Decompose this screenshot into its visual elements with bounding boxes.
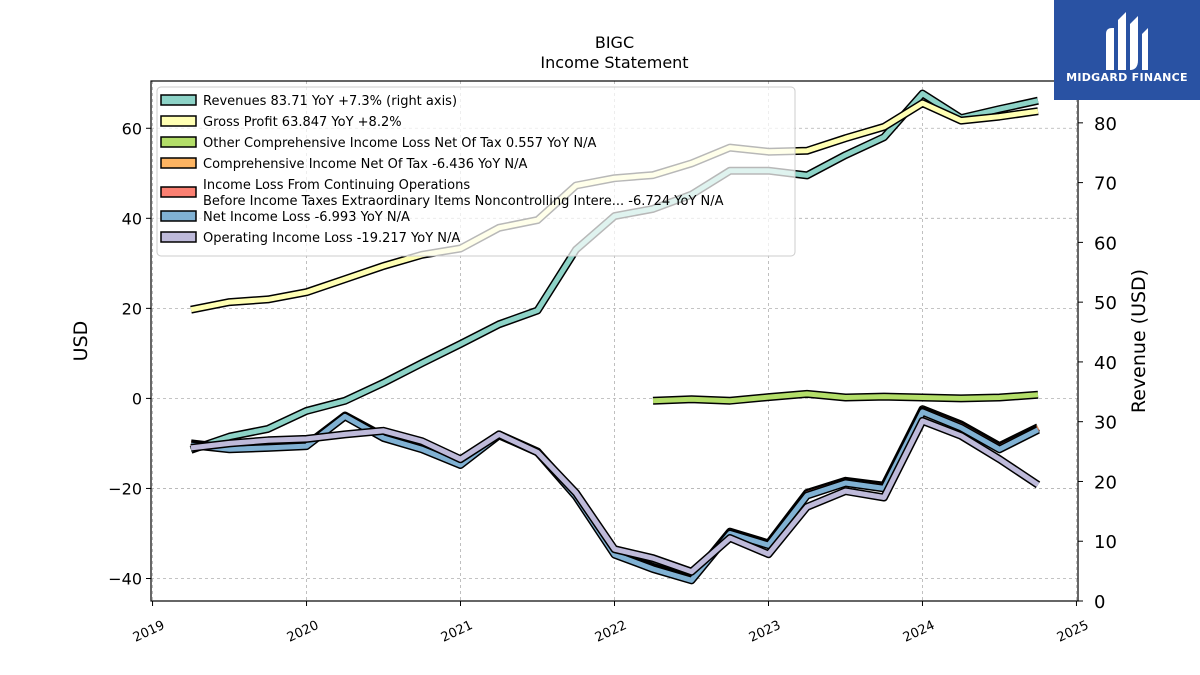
legend-label: Comprehensive Income Net Of Tax -6.436 Y… — [203, 157, 528, 172]
y2-tick-label: 40 — [1094, 353, 1117, 374]
series-2-line — [652, 391, 1039, 404]
y2-tick-label: 70 — [1094, 174, 1117, 195]
legend-label: Revenues 83.71 YoY +7.3% (right axis) — [203, 94, 457, 109]
x-tick-label: 2019 — [131, 618, 167, 646]
legend-label: Net Income Loss -6.993 YoY N/A — [203, 210, 410, 225]
series-5-line — [190, 409, 1040, 583]
x-tick-label: 2021 — [439, 618, 475, 646]
y-tick-label: 0 — [132, 389, 142, 408]
x-tick-label: 2023 — [747, 618, 783, 646]
y-tick-label: 20 — [122, 299, 142, 318]
legend-swatch — [160, 157, 197, 169]
x-tick-label: 2025 — [1055, 618, 1091, 646]
legend-swatch — [160, 94, 197, 106]
legend-box — [156, 86, 796, 257]
y-tick-label: −20 — [108, 479, 142, 498]
y2-tick-label: 30 — [1094, 413, 1117, 434]
y2-tick-label: 20 — [1094, 472, 1117, 493]
logo-background — [1054, 0, 1200, 100]
chart-title: BIGC — [595, 33, 634, 52]
series-6-line — [190, 418, 1040, 575]
x-tick-label: 2022 — [593, 618, 629, 646]
y2-tick-label: 80 — [1094, 114, 1117, 135]
legend-swatch — [160, 186, 197, 198]
y-tick-label: 40 — [122, 209, 142, 228]
y2-tick-label: 0 — [1094, 592, 1105, 613]
y2-tick-label: 10 — [1094, 532, 1117, 553]
chart-subtitle: Income Statement — [540, 53, 688, 72]
midgard-finance-logo: MIDGARD FINANCE — [1054, 0, 1200, 100]
legend-label: Gross Profit 63.847 YoY +8.2% — [203, 115, 402, 130]
legend-swatch — [160, 210, 197, 222]
x-tick-label: 2024 — [901, 618, 937, 646]
legend-label: Income Loss From Continuing Operations Be… — [203, 178, 724, 209]
y2-tick-label: 50 — [1094, 293, 1117, 314]
logo-text: MIDGARD FINANCE — [1066, 71, 1188, 84]
legend-label: Operating Income Loss -19.217 YoY N/A — [203, 231, 460, 246]
legend: Revenues 83.71 YoY +7.3% (right axis) Gro… — [156, 86, 796, 257]
y2-tick-label: 60 — [1094, 233, 1117, 254]
y-tick-label: 60 — [122, 119, 142, 138]
x-tick-label: 2020 — [285, 618, 321, 646]
right-axis: 0 10 20 30 40 50 60 70 80 — [1078, 114, 1117, 613]
x-axis: 2019 2020 2021 2022 2023 2024 2025 — [131, 601, 1091, 646]
y2-axis-label: Revenue (USD) — [1128, 269, 1150, 413]
y-axis-label: USD — [70, 321, 92, 362]
legend-swatch — [160, 231, 197, 243]
legend-swatch — [160, 136, 197, 148]
logo-mark-icon — [1106, 12, 1148, 70]
legend-label: Other Comprehensive Income Loss Net Of T… — [203, 136, 597, 151]
y-tick-label: −40 — [108, 569, 142, 588]
left-axis: −40 −20 0 20 40 60 — [108, 119, 151, 588]
legend-swatch — [160, 115, 197, 127]
